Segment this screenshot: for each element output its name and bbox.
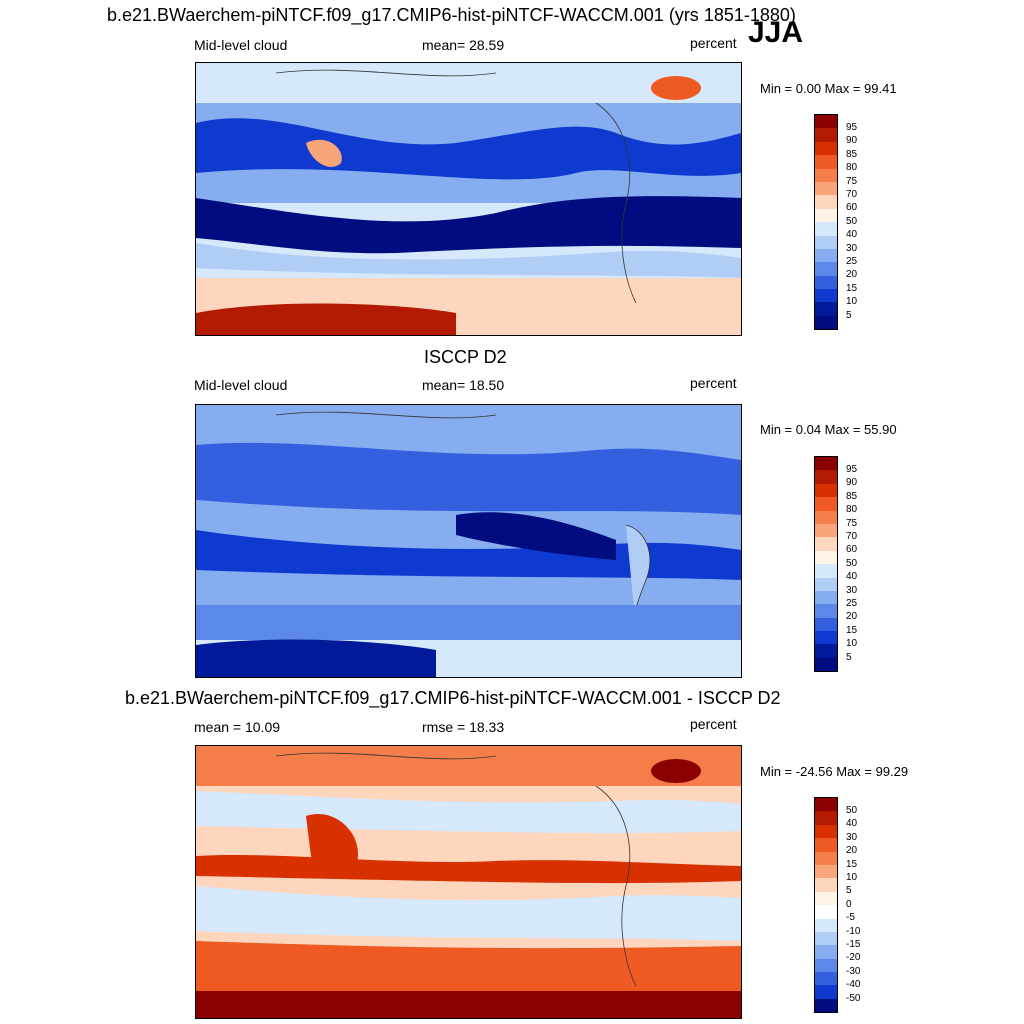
tick: 75	[846, 517, 858, 529]
panel3-map-field	[196, 746, 741, 1018]
panel1-map	[195, 62, 742, 336]
tick: 30	[846, 584, 858, 596]
tick: 0	[846, 898, 852, 910]
panel3-mean: mean = 10.09	[194, 719, 281, 735]
tick: -5	[846, 912, 855, 924]
tick: 10	[846, 296, 858, 308]
tick: 60	[846, 202, 858, 214]
tick: 10	[846, 638, 858, 650]
tick: 5	[846, 309, 852, 321]
tick: 20	[846, 845, 858, 857]
tick: 95	[846, 122, 858, 133]
tick: -40	[846, 979, 861, 991]
tick: -20	[846, 952, 861, 964]
season-label: JJA	[748, 16, 804, 49]
panel2-map-field	[196, 405, 741, 677]
tick: 90	[846, 135, 858, 147]
panel1-variable: Mid-level cloud	[194, 37, 288, 53]
tick: 60	[846, 544, 858, 556]
tick: -10	[846, 925, 861, 937]
tick: 80	[846, 162, 858, 174]
panel1-map-field	[196, 63, 741, 335]
tick: 80	[846, 504, 858, 516]
tick: 5	[846, 651, 852, 663]
panel3-units: percent	[690, 716, 737, 732]
panel1-mean: mean= 28.59	[422, 37, 505, 53]
tick: 70	[846, 189, 858, 200]
panel2-variable: Mid-level cloud	[194, 377, 288, 393]
panel3-minmax: Min = -24.56 Max = 99.29	[760, 764, 909, 779]
tick: 40	[846, 818, 858, 830]
panel3-map	[195, 745, 742, 1019]
tick: -50	[846, 992, 861, 1004]
tick: 50	[846, 557, 858, 569]
tick: 15	[846, 858, 858, 870]
panel2-units: percent	[690, 375, 737, 391]
tick: 30	[846, 242, 858, 254]
tick: 85	[846, 490, 858, 502]
tick: 10	[846, 872, 858, 883]
tick: 40	[846, 571, 858, 583]
tick: 20	[846, 611, 858, 623]
tick: 70	[846, 531, 858, 542]
tick: 20	[846, 269, 858, 281]
panel2-mean: mean= 18.50	[422, 377, 505, 393]
tick: 85	[846, 148, 858, 160]
tick: 95	[846, 464, 858, 475]
tick: 30	[846, 831, 858, 843]
panel2-map	[195, 404, 742, 678]
tick: 5	[846, 885, 852, 897]
tick: -30	[846, 965, 861, 977]
tick: 75	[846, 175, 858, 187]
panel3-title: b.e21.BWaerchem-piNTCF.f09_g17.CMIP6-his…	[125, 688, 781, 708]
panel3-colorbar	[814, 797, 838, 1013]
tick: 15	[846, 624, 858, 636]
panel1-units: percent	[690, 35, 737, 51]
tick: 90	[846, 477, 858, 489]
panel3-rmse: rmse = 18.33	[422, 719, 505, 735]
tick: 40	[846, 229, 858, 241]
tick: 25	[846, 598, 858, 609]
tick: 50	[846, 215, 858, 227]
tick: 15	[846, 282, 858, 294]
panel1-minmax: Min = 0.00 Max = 99.41	[760, 81, 897, 96]
tick: -15	[846, 939, 861, 950]
panel2-minmax: Min = 0.04 Max = 55.90	[760, 422, 897, 437]
panel2-colorbar	[814, 456, 838, 672]
tick: 50	[846, 805, 858, 816]
panel2-title: ISCCP D2	[424, 347, 507, 367]
panel1-colorbar	[814, 114, 838, 330]
tick: 25	[846, 256, 858, 267]
panel1-title: b.e21.BWaerchem-piNTCF.f09_g17.CMIP6-his…	[107, 5, 796, 25]
